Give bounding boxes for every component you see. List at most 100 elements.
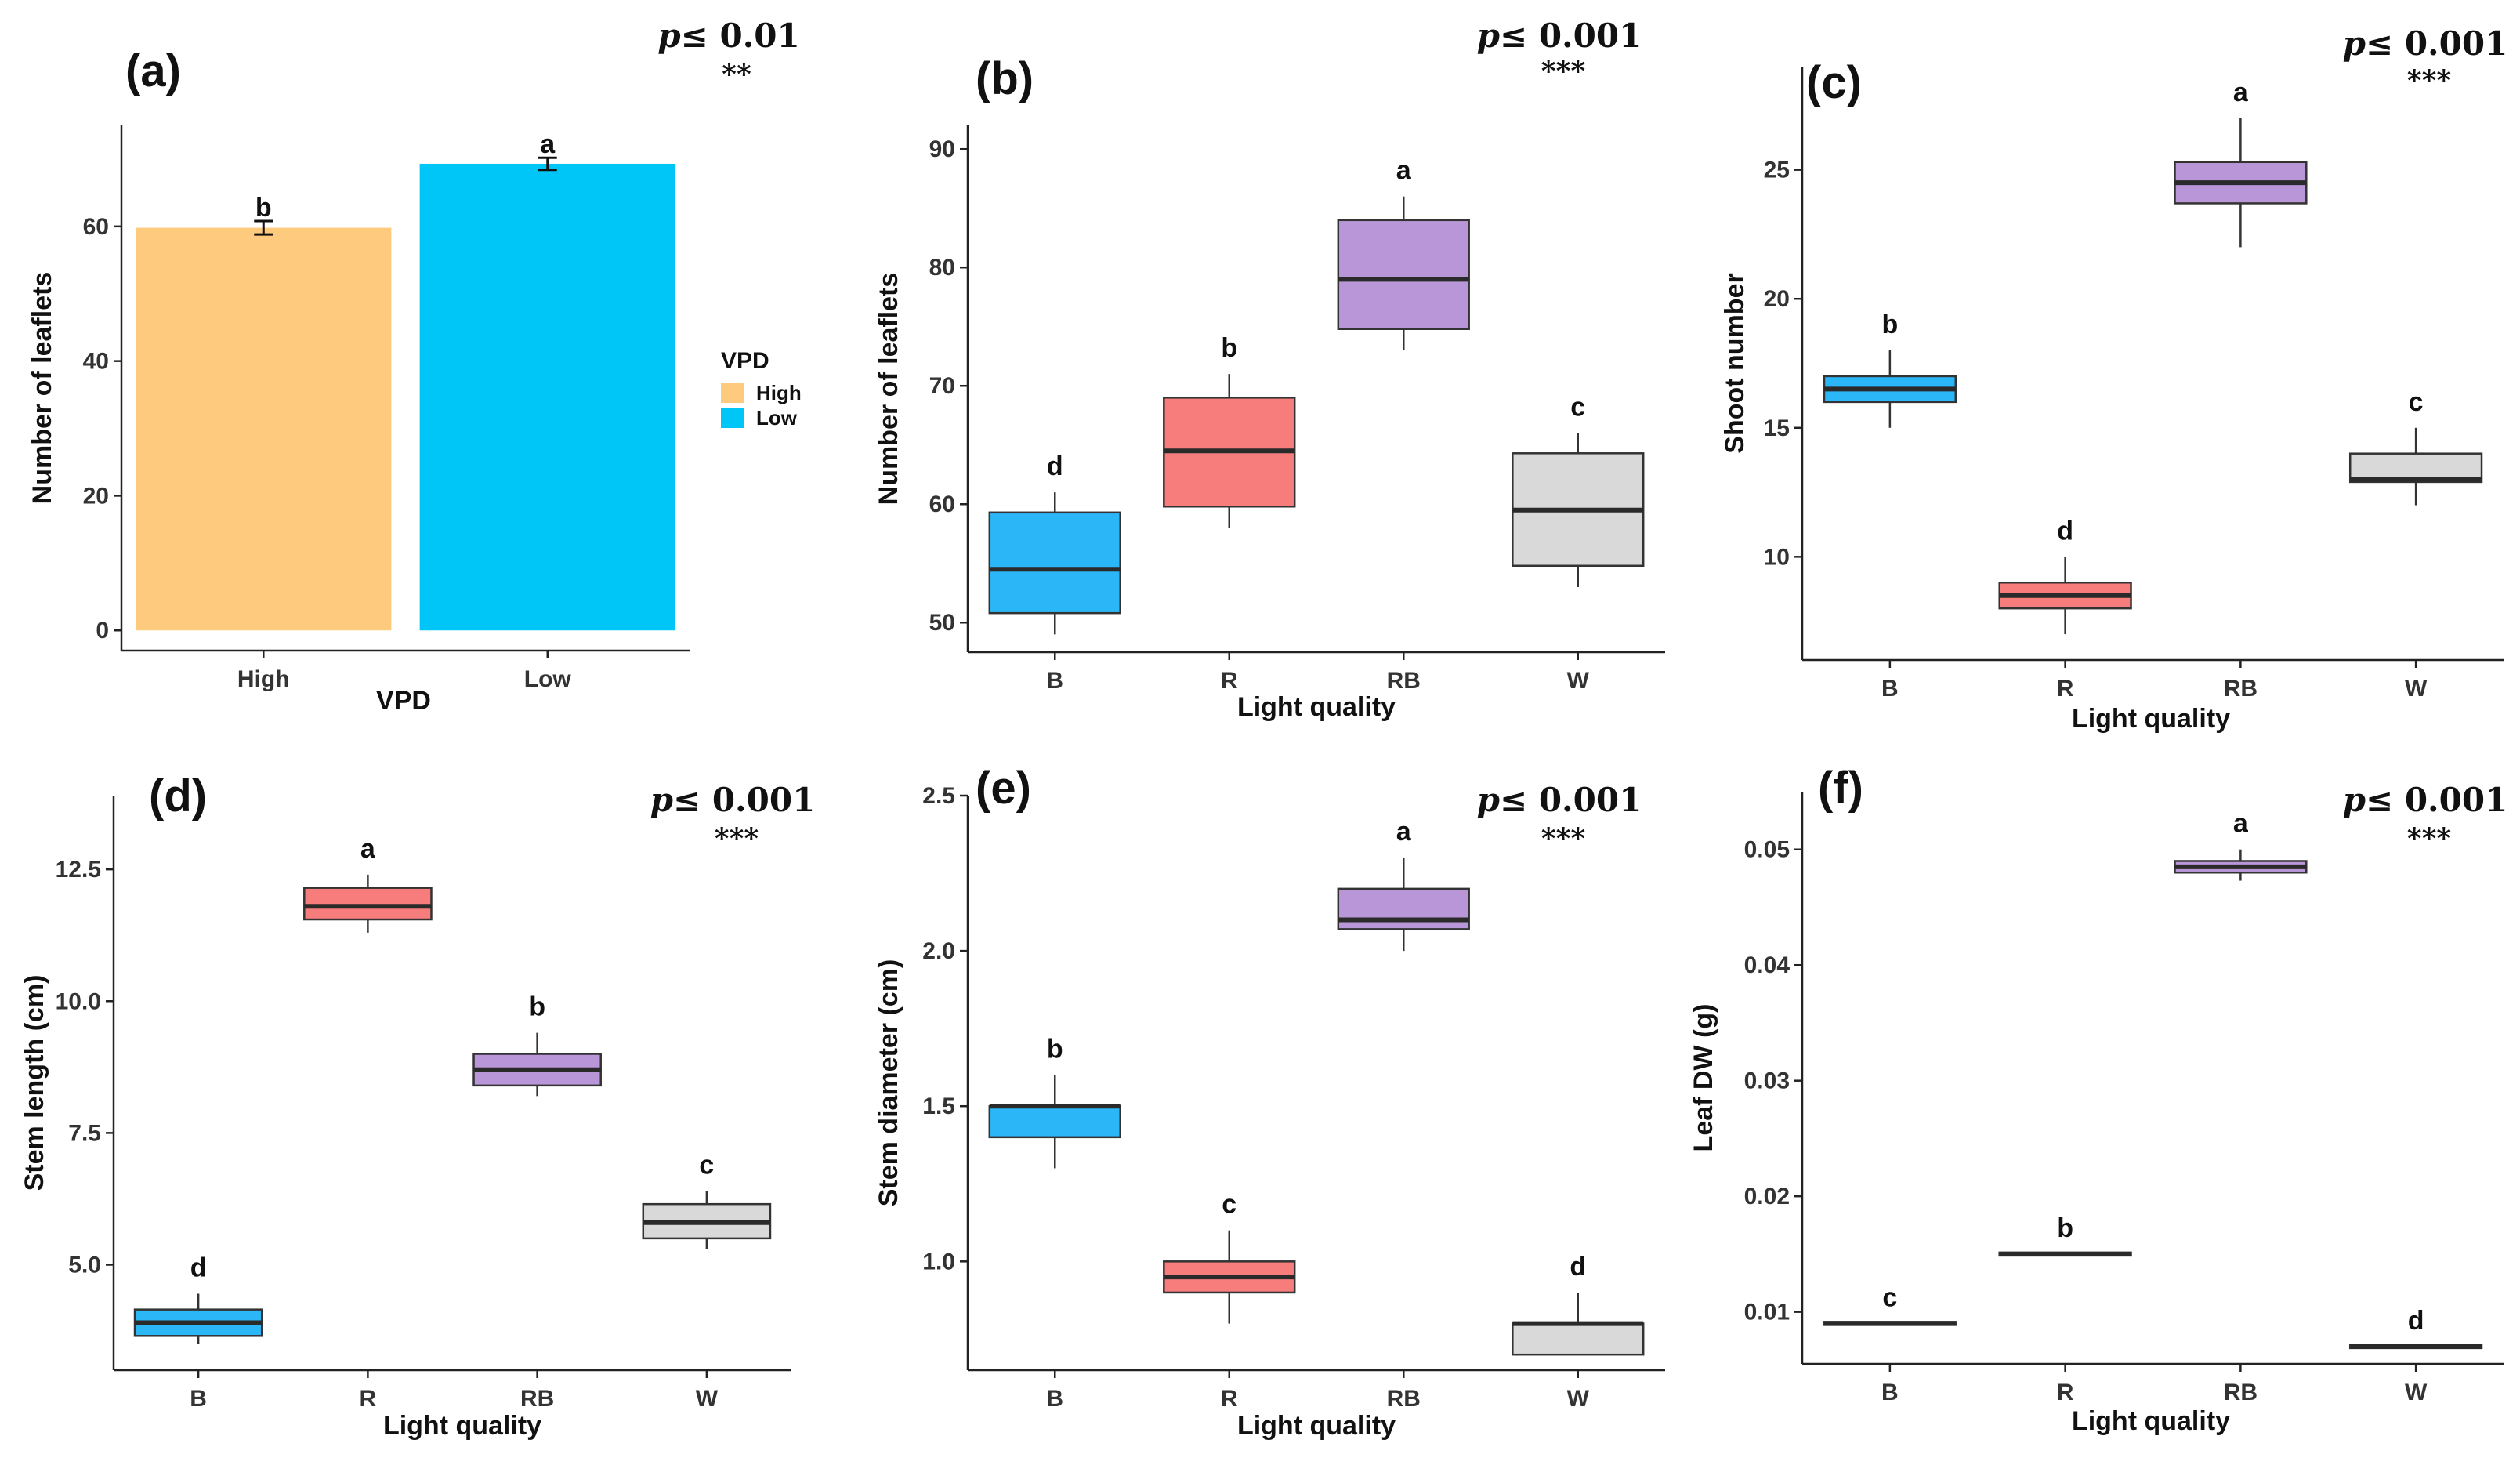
x-tick-label: RB bbox=[1387, 668, 1421, 694]
significance-letter: a bbox=[1396, 156, 1412, 186]
panel-label: (f) bbox=[1818, 763, 1863, 814]
significance-letter: a bbox=[1396, 817, 1412, 847]
y-tick-label: 12.5 bbox=[56, 857, 101, 883]
significance-letter: b bbox=[255, 193, 272, 223]
panel-label: (a) bbox=[125, 45, 181, 96]
panel-label: (e) bbox=[976, 763, 1031, 814]
significance-stars: *** bbox=[2407, 64, 2452, 97]
y-tick-label: 60 bbox=[929, 491, 955, 517]
significance-letter: d bbox=[190, 1253, 207, 1282]
y-axis-title: Stem diameter (cm) bbox=[874, 959, 903, 1207]
y-tick-label: 0 bbox=[96, 618, 109, 644]
significance-letter: d bbox=[1047, 451, 1063, 481]
legend-label: Low bbox=[756, 406, 798, 430]
y-tick-label: 0.02 bbox=[1744, 1184, 1790, 1209]
y-tick-label: 10 bbox=[1764, 544, 1790, 570]
legend-label: High bbox=[756, 381, 802, 404]
significance-letter: b bbox=[1047, 1035, 1063, 1064]
x-tick-label: B bbox=[190, 1386, 207, 1412]
y-tick-label: 20 bbox=[1764, 286, 1790, 312]
x-tick-label: R bbox=[1221, 1386, 1238, 1412]
x-axis-title: Light quality bbox=[1237, 1411, 1396, 1441]
x-tick-label: W bbox=[1567, 668, 1590, 694]
x-tick-label: R bbox=[1221, 668, 1238, 694]
y-tick-label: 60 bbox=[83, 214, 109, 240]
y-tick-label: 0.04 bbox=[1744, 952, 1790, 978]
significance-letter: d bbox=[2057, 516, 2073, 546]
y-tick-label: 80 bbox=[929, 255, 955, 281]
x-tick-label: B bbox=[1881, 676, 1899, 702]
panel-b: 50 60 70 80 90 Number of leaflets Light qualit… bbox=[874, 16, 1665, 722]
x-tick-label: W bbox=[2405, 676, 2428, 702]
y-tick-label: 2.5 bbox=[922, 783, 955, 809]
x-axis-title: Light quality bbox=[1237, 692, 1396, 722]
panel-e: 1.0 1.5 2.0 2.5 Stem diameter (cm) Light qual… bbox=[874, 763, 1665, 1441]
x-tick-label: RB bbox=[1387, 1386, 1421, 1412]
y-tick-label: 1.5 bbox=[922, 1093, 955, 1119]
legend-title: VPD bbox=[721, 348, 769, 374]
x-axis-title: Light quality bbox=[2072, 704, 2230, 734]
p-value-label: p≤ 0.001 bbox=[2343, 781, 2508, 819]
y-tick-label: 0.01 bbox=[1744, 1300, 1790, 1325]
legend-swatch bbox=[721, 408, 744, 428]
x-axis-title: VPD bbox=[376, 686, 431, 716]
significance-letter: c bbox=[2409, 387, 2424, 417]
panel-label: (b) bbox=[976, 53, 1034, 104]
p-value-label: p≤ 0.001 bbox=[650, 781, 816, 819]
x-tick-label: Low bbox=[524, 666, 572, 692]
box-w bbox=[1512, 1322, 1645, 1356]
y-tick-label: 90 bbox=[929, 136, 955, 162]
panel-d: 5.0 7.5 10.0 12.5 Stem length (cm) Light qual… bbox=[20, 771, 815, 1441]
significance-letter: b bbox=[529, 992, 545, 1022]
legend-swatch bbox=[721, 383, 744, 403]
x-tick-label: R bbox=[2057, 676, 2074, 702]
y-axis-title: Shoot number bbox=[1720, 273, 1750, 453]
box-rb bbox=[1337, 887, 1470, 930]
y-axis-title: Leaf DW (g) bbox=[1689, 1004, 1718, 1152]
significance-letter: c bbox=[699, 1150, 714, 1180]
x-tick-label: B bbox=[1046, 668, 1063, 694]
significance-stars: *** bbox=[2407, 822, 2452, 855]
y-tick-label: 50 bbox=[929, 610, 955, 636]
significance-stars: *** bbox=[1541, 55, 1586, 88]
y-tick-label: 0.05 bbox=[1744, 837, 1790, 863]
box-b bbox=[988, 1104, 1121, 1139]
x-tick-label: R bbox=[360, 1386, 377, 1412]
y-tick-label: 40 bbox=[83, 349, 109, 375]
bar-low bbox=[419, 163, 675, 631]
box-r bbox=[303, 887, 433, 921]
significance-letter: a bbox=[360, 834, 376, 864]
p-value-label: p≤ 0.01 bbox=[657, 16, 799, 55]
y-tick-label: 10.0 bbox=[56, 988, 101, 1014]
significance-letter: a bbox=[2233, 809, 2249, 839]
y-tick-label: 20 bbox=[83, 483, 109, 509]
panel-label: (c) bbox=[1806, 57, 1862, 108]
y-tick-label: 5.0 bbox=[68, 1253, 101, 1278]
x-tick-label: RB bbox=[2224, 676, 2258, 702]
y-tick-label: 0.03 bbox=[1744, 1068, 1790, 1094]
x-axis-title: Light quality bbox=[383, 1411, 541, 1441]
significance-letter: c bbox=[1570, 393, 1585, 422]
significance-letter: b bbox=[1221, 333, 1237, 363]
p-value-label: p≤ 0.001 bbox=[1477, 781, 1642, 819]
box-rb bbox=[1337, 219, 1470, 330]
x-tick-label: RB bbox=[2224, 1380, 2258, 1405]
y-axis-title: Number of leaflets bbox=[874, 273, 903, 506]
significance-stars: *** bbox=[1541, 822, 1586, 855]
significance-letter: d bbox=[2408, 1306, 2424, 1336]
panel-label: (d) bbox=[149, 771, 207, 821]
x-tick-label: RB bbox=[520, 1386, 554, 1412]
y-tick-label: 25 bbox=[1764, 158, 1790, 183]
x-tick-label: R bbox=[2057, 1380, 2074, 1405]
y-tick-label: 2.0 bbox=[922, 938, 955, 964]
bar-high bbox=[136, 227, 392, 631]
significance-letter: a bbox=[2233, 78, 2249, 107]
x-tick-label: High bbox=[237, 666, 290, 692]
y-tick-label: 7.5 bbox=[68, 1120, 101, 1146]
panel-c: 10 15 20 25 Shoot number Light quality B R RB Wb d… bbox=[1720, 24, 2507, 734]
y-axis-title: Number of leaflets bbox=[27, 272, 57, 505]
panel-f: 0.01 0.02 0.03 0.04 0.05 Leaf DW (g) Light qua… bbox=[1689, 763, 2507, 1436]
p-value-label: p≤ 0.001 bbox=[1477, 16, 1642, 55]
